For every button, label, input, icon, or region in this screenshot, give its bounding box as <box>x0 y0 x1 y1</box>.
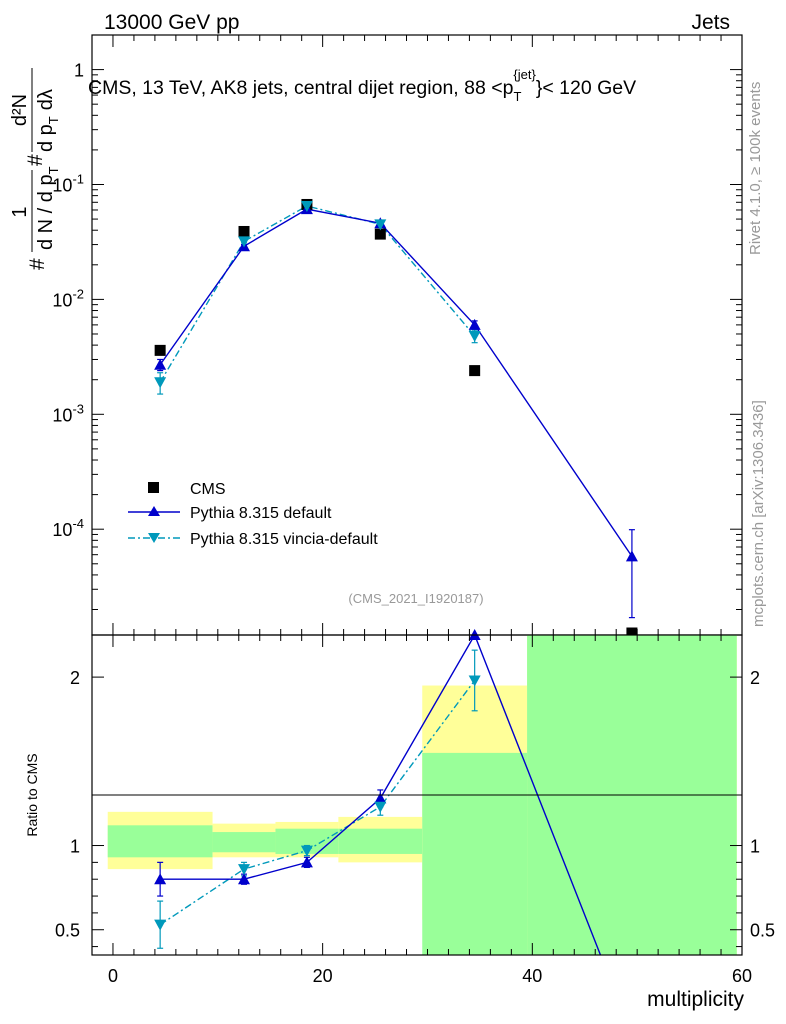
rivet-label: Rivet 4.1.0, ≥ 100k events <box>747 82 764 255</box>
ratio-vincia-point <box>238 864 251 876</box>
svg-text:1: 1 <box>9 206 31 217</box>
pythia-default-point <box>625 550 638 562</box>
ratio-ytick-label: 2 <box>70 668 80 688</box>
ratio-band-green <box>212 832 276 853</box>
pythia-vincia-point <box>300 200 313 212</box>
cms-point <box>374 228 386 240</box>
ratio-xlabel: multiplicity <box>647 988 744 1011</box>
legend-cms-label: CMS <box>190 481 226 498</box>
ratio-xtick-label: 20 <box>313 966 333 986</box>
svg-text:d pTdλ: d pTdλ <box>35 89 61 152</box>
ratio-vincia-point <box>374 801 387 813</box>
main-ylabel: # 1 d N / d pT # d²N d pTdλ <box>9 68 61 270</box>
ratio-frame <box>91 634 743 956</box>
main-ytick-label: 10-1 <box>52 171 84 195</box>
ratio-ytick-label-right: 1 <box>750 837 760 857</box>
ratio-default-point <box>154 873 167 885</box>
svg-text:#: # <box>26 258 49 270</box>
ratio-band-green <box>107 825 213 858</box>
ratio-vincia-point <box>154 919 167 931</box>
ratio-default-point <box>300 856 313 868</box>
svg-text:d²N: d²N <box>9 94 31 126</box>
ratio-xtick-label: 0 <box>108 966 118 986</box>
ratio-ytick-label-right: 0.5 <box>750 921 775 941</box>
pythia-vincia-point <box>374 219 387 231</box>
ratio-default-point <box>374 792 387 804</box>
legend-pythia-default-label: Pythia 8.315 default <box>190 505 332 522</box>
ratio-xtick-label: 60 <box>732 966 752 986</box>
ratio-ytick-label: 1 <box>70 837 80 857</box>
legend-pythia-default-marker <box>148 506 160 516</box>
header-right: Jets <box>691 11 730 34</box>
ratio-vincia-point <box>468 675 481 687</box>
pythia-vincia-point <box>154 377 167 389</box>
ratio-ytick-label-right: 2 <box>750 668 760 688</box>
svg-text:d N / d pT: d N / d pT <box>35 166 61 250</box>
pythia-vincia-point <box>238 236 251 248</box>
header-left: 13000 GeV pp <box>104 11 239 34</box>
cms-point <box>154 344 166 356</box>
cms-point <box>238 225 250 237</box>
mcplots-label: mcplots.cern.ch [arXiv:1306.3436] <box>750 400 767 627</box>
series-vincia-line <box>159 205 476 383</box>
main-ytick-label: 10-4 <box>52 516 84 540</box>
pythia-default-point <box>154 358 167 370</box>
pythia-vincia-point <box>468 331 481 343</box>
svg-text:#: # <box>24 154 47 166</box>
chart-annotation: (CMS_2021_I1920187) <box>348 591 483 606</box>
ratio-panel: 0.5 0.5 1 1 2 2 0 20 40 60 Ratio to CMS multipli… <box>24 629 775 1011</box>
ratio-default-point <box>238 873 251 885</box>
legend-pythia-vincia-marker <box>148 533 160 543</box>
legend-pythia-vincia-label: Pythia 8.315 vincia-default <box>190 531 378 548</box>
pythia-default-point <box>468 318 481 330</box>
legend: CMS Pythia 8.315 default Pythia 8.315 vi… <box>128 481 378 548</box>
ratio-ytick-label: 0.5 <box>55 921 80 941</box>
ratio-ylabel: Ratio to CMS <box>24 753 40 836</box>
main-panel: 1 10-1 10-2 10-3 10-4 CMS, 13 TeV, AK8 jets,… <box>9 34 743 639</box>
legend-cms-marker <box>148 482 159 493</box>
ratio-xtick-label: 40 <box>522 966 542 986</box>
ratio-band-green <box>422 752 528 955</box>
ratio-band-green <box>338 828 423 854</box>
ratio-vincia-point <box>300 845 313 857</box>
main-title: CMS, 13 TeV, AK8 jets, central dijet reg… <box>88 67 636 104</box>
cms-point <box>469 365 481 377</box>
main-ytick-label: 10-3 <box>52 401 84 425</box>
main-ytick-label: 1 <box>74 61 84 81</box>
series-default-line <box>159 208 633 557</box>
cms-point <box>626 627 638 639</box>
ratio-default-line <box>160 633 602 956</box>
main-ytick-label: 10-2 <box>52 286 84 310</box>
